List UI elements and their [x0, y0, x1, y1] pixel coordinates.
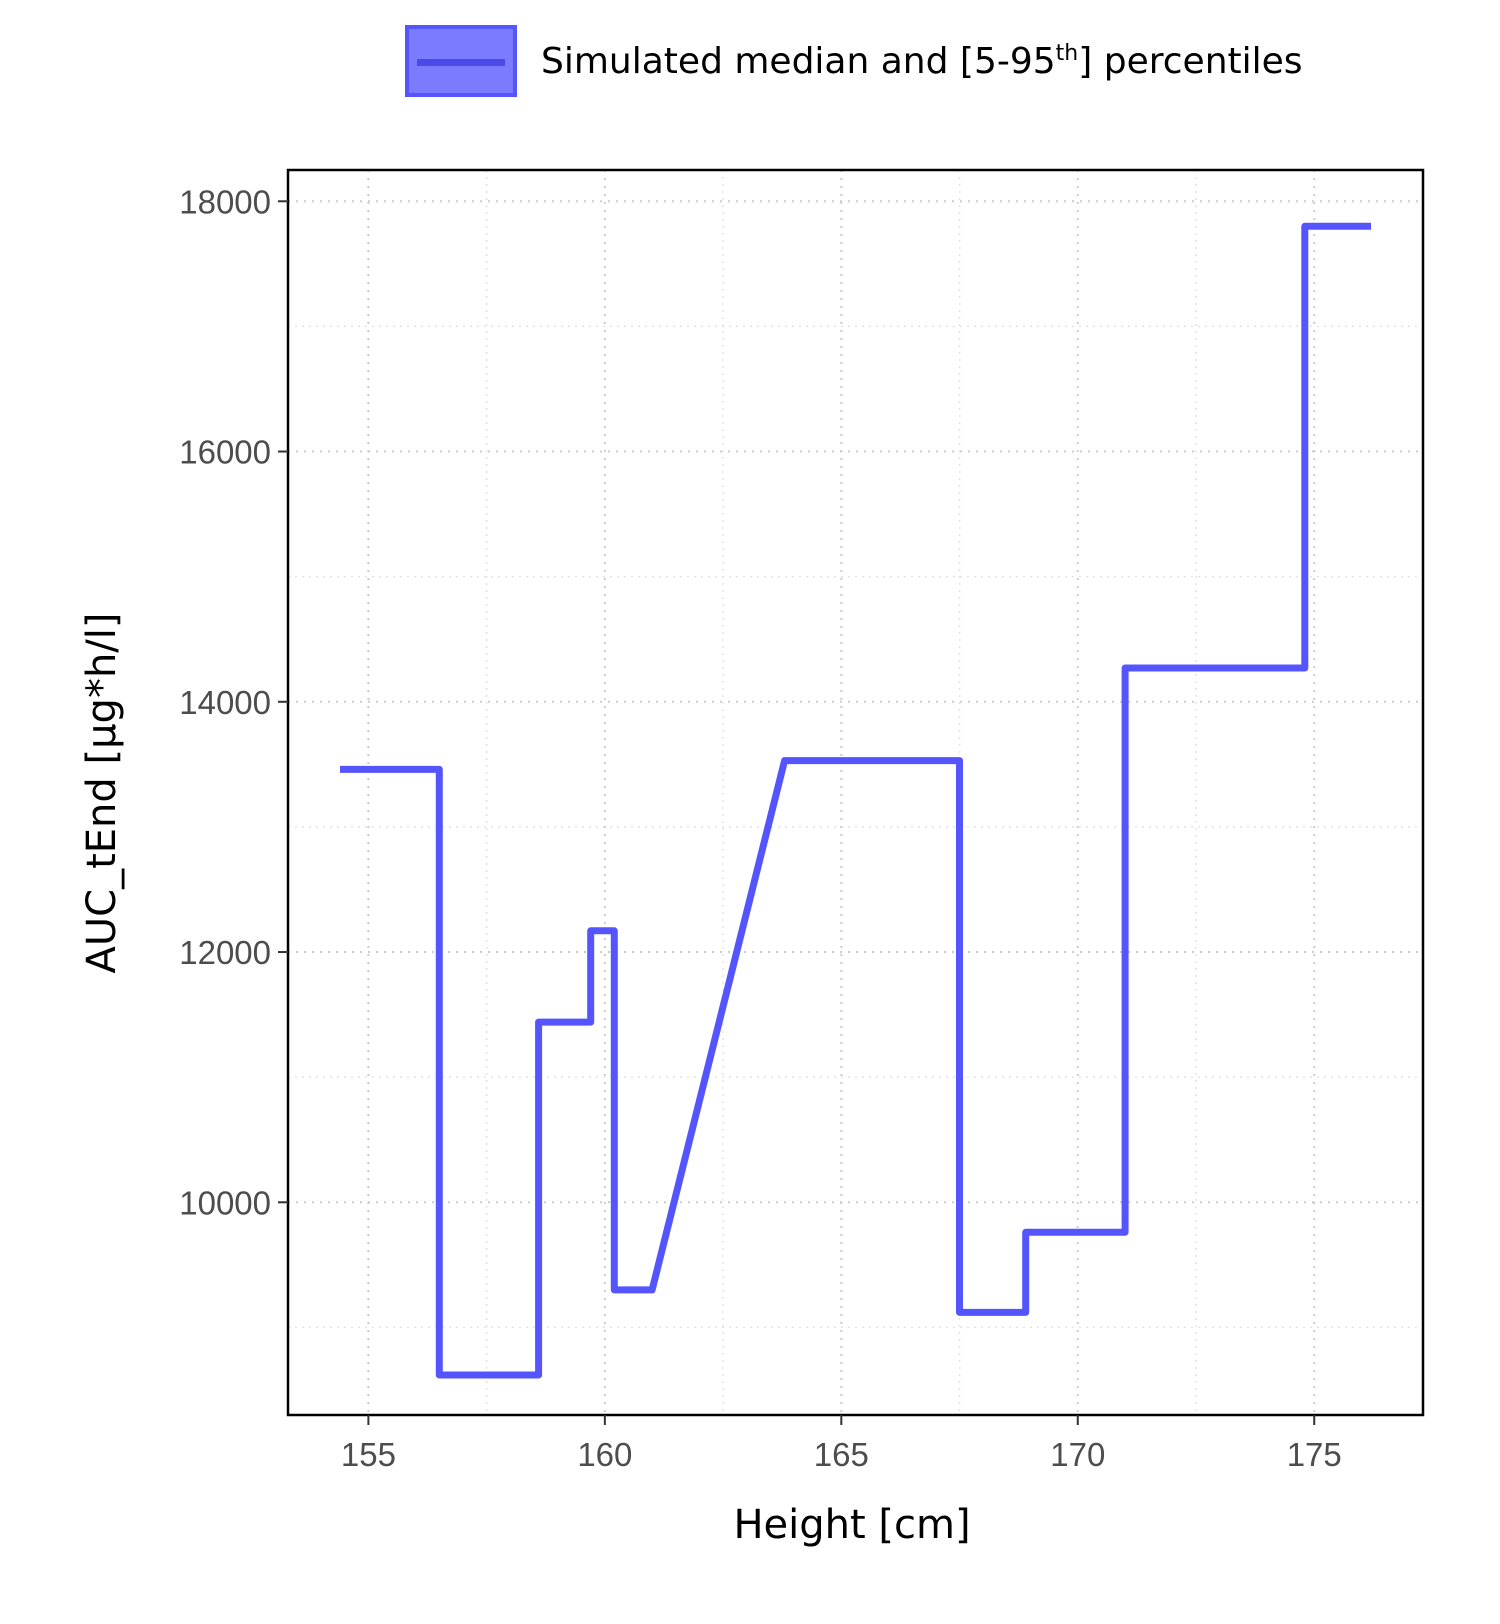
x-tick-label: 170 — [1050, 1436, 1105, 1473]
x-axis-title: Height [cm] — [733, 1502, 970, 1548]
x-tick-label: 175 — [1287, 1436, 1342, 1473]
legend-label-tail: ] percentiles — [1078, 40, 1303, 82]
y-tick-label: 18000 — [179, 183, 271, 220]
legend: Simulated median and [5-95th] percentile… — [405, 22, 1303, 100]
legend-label-main: Simulated median and [5-95 — [541, 40, 1056, 82]
legend-label-sup: th — [1055, 40, 1079, 66]
x-tick-label: 165 — [814, 1436, 869, 1473]
legend-key — [405, 25, 517, 97]
x-tick-label: 155 — [341, 1436, 396, 1473]
series — [340, 222, 1371, 1379]
x-tick-label: 160 — [577, 1436, 632, 1473]
y-tick-label: 10000 — [179, 1184, 271, 1221]
y-tick-label: 16000 — [179, 434, 271, 471]
y-tick-label: 14000 — [179, 684, 271, 721]
grid — [288, 170, 1423, 1415]
axes: 155 160 165 170 175 10000 12000 14000 16000 18000 — [179, 183, 1342, 1473]
y-axis-title: AUC_tEnd [µg*h/l] — [79, 613, 125, 974]
panel-border — [286, 168, 1425, 1417]
series-line-simulated-median — [340, 222, 1371, 1379]
legend-key-line — [417, 59, 505, 66]
y-tick-label: 12000 — [179, 934, 271, 971]
legend-label: Simulated median and [5-95th] percentile… — [541, 41, 1303, 82]
